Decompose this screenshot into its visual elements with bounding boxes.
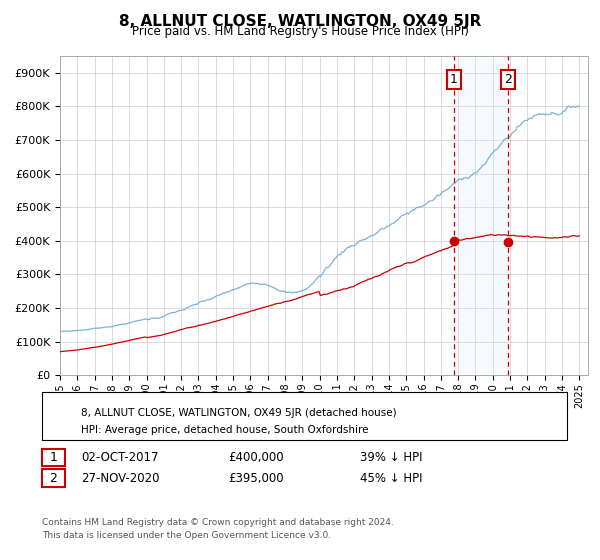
Text: 8, ALLNUT CLOSE, WATLINGTON, OX49 5JR: 8, ALLNUT CLOSE, WATLINGTON, OX49 5JR [119, 14, 481, 29]
Text: 1: 1 [49, 451, 58, 464]
Text: 1: 1 [450, 73, 458, 86]
Text: HPI: Average price, detached house, South Oxfordshire: HPI: Average price, detached house, Sout… [81, 425, 368, 435]
Text: 8, ALLNUT CLOSE, WATLINGTON, OX49 5JR (detached house): 8, ALLNUT CLOSE, WATLINGTON, OX49 5JR (d… [81, 408, 397, 418]
Text: 02-OCT-2017: 02-OCT-2017 [81, 451, 158, 464]
Text: Contains HM Land Registry data © Crown copyright and database right 2024.
This d: Contains HM Land Registry data © Crown c… [42, 518, 394, 540]
Text: Price paid vs. HM Land Registry's House Price Index (HPI): Price paid vs. HM Land Registry's House … [131, 25, 469, 38]
Text: 45% ↓ HPI: 45% ↓ HPI [360, 472, 422, 485]
Text: £400,000: £400,000 [228, 451, 284, 464]
Text: 39% ↓ HPI: 39% ↓ HPI [360, 451, 422, 464]
Text: 27-NOV-2020: 27-NOV-2020 [81, 472, 160, 485]
Text: 2: 2 [49, 472, 58, 485]
Text: 2: 2 [505, 73, 512, 86]
Bar [454, 56, 508, 375]
Text: £395,000: £395,000 [228, 472, 284, 485]
